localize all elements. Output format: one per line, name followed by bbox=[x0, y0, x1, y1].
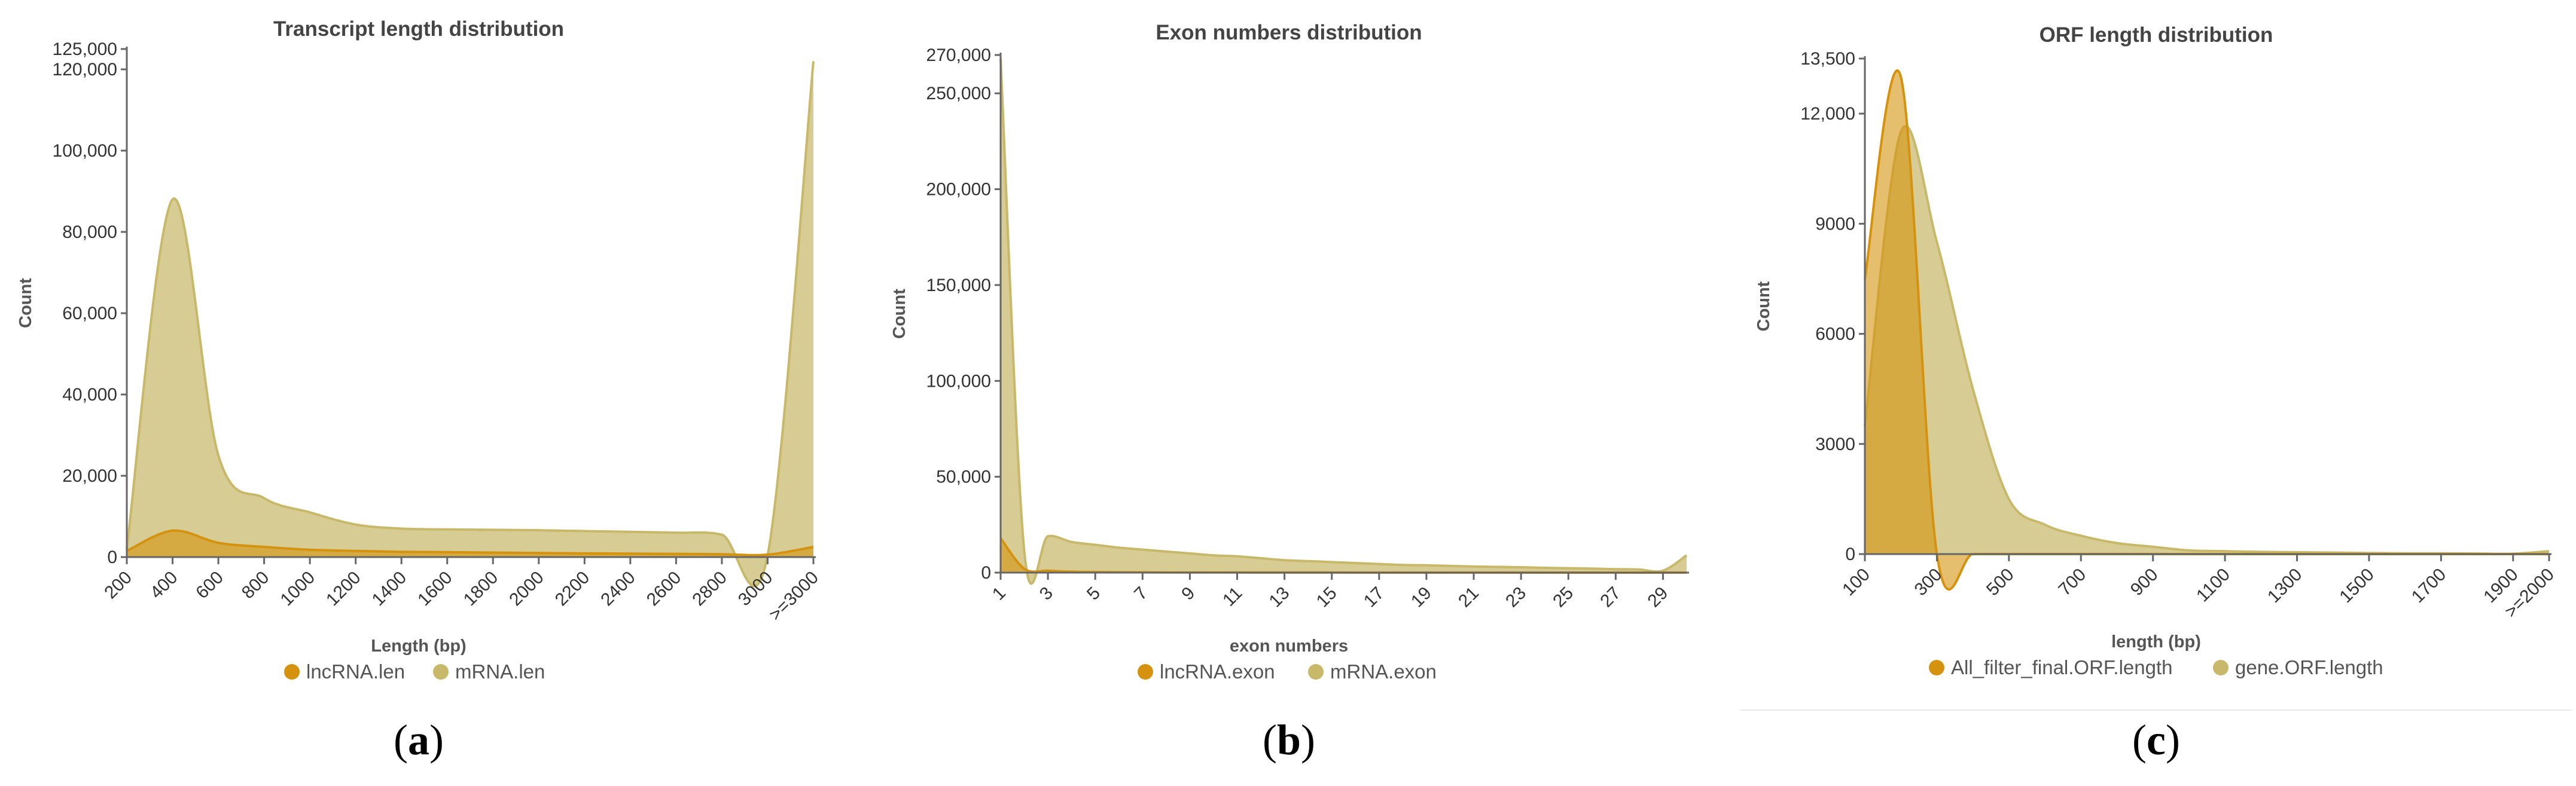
x-axis-label: exon numbers bbox=[1230, 637, 1348, 656]
chart-title: ORF length distribution bbox=[2040, 23, 2273, 47]
legend-label: mRNA.exon bbox=[1330, 660, 1437, 683]
y-tick-label: 270,000 bbox=[926, 45, 991, 65]
y-axis-label: Count bbox=[16, 278, 35, 328]
x-tick-label: 1600 bbox=[414, 568, 456, 610]
x-tick-label: 1000 bbox=[277, 568, 319, 610]
y-tick-label: 200,000 bbox=[926, 180, 991, 200]
y-tick-label: 13,500 bbox=[1800, 49, 1855, 69]
y-tick-label: 60,000 bbox=[62, 304, 117, 323]
y-tick-label: 0 bbox=[981, 563, 991, 583]
x-tick-label: 5 bbox=[1083, 583, 1104, 604]
legend-swatch bbox=[433, 664, 449, 680]
y-axis-label: Count bbox=[890, 289, 909, 339]
x-tick-label: 17 bbox=[1360, 583, 1388, 611]
series-line-1 bbox=[999, 59, 1688, 585]
y-tick-label: 100,000 bbox=[53, 141, 117, 161]
x-tick-label: 23 bbox=[1502, 583, 1530, 611]
legend-label: mRNA.len bbox=[455, 660, 545, 683]
legend-swatch bbox=[1308, 664, 1324, 680]
y-tick-label: 0 bbox=[107, 548, 117, 567]
x-tick-label: 3 bbox=[1036, 583, 1057, 604]
x-tick-label: 200 bbox=[100, 568, 136, 603]
y-tick-label: 80,000 bbox=[62, 222, 117, 242]
y-tick-label: 40,000 bbox=[62, 385, 117, 405]
series-line-0 bbox=[126, 529, 814, 556]
x-tick-label: 1300 bbox=[2264, 565, 2306, 607]
legend-swatch bbox=[284, 664, 300, 680]
legend-label: lncRNA.len bbox=[306, 660, 405, 683]
x-axis-label: Length (bp) bbox=[371, 637, 466, 656]
panel-letter: (b) bbox=[1263, 716, 1315, 764]
x-tick-label: 1700 bbox=[2408, 565, 2450, 607]
x-tick-label: 2000 bbox=[505, 568, 548, 610]
x-tick-label: 100 bbox=[1839, 565, 1874, 600]
y-tick-label: 150,000 bbox=[926, 276, 991, 295]
x-tick-label: >=3000 bbox=[766, 568, 822, 625]
x-tick-label: 3000 bbox=[734, 568, 777, 610]
y-tick-label: 250,000 bbox=[926, 84, 991, 103]
x-tick-label: 2400 bbox=[597, 568, 639, 610]
legend-label: All_filter_final.ORF.length bbox=[1951, 656, 2173, 678]
chart-title: Exon numbers distribution bbox=[1156, 21, 1422, 44]
legend-swatch bbox=[1138, 664, 1153, 680]
legend-swatch bbox=[2213, 660, 2229, 675]
series-line-1 bbox=[126, 61, 815, 588]
legend-label: lncRNA.exon bbox=[1160, 660, 1275, 683]
x-tick-label: 700 bbox=[2054, 565, 2090, 600]
x-tick-label: 29 bbox=[1644, 583, 1672, 611]
y-tick-label: 125,000 bbox=[53, 39, 117, 59]
x-tick-label: 21 bbox=[1455, 583, 1483, 611]
x-tick-label: 13 bbox=[1266, 583, 1294, 611]
y-tick-label: 100,000 bbox=[926, 371, 991, 391]
series-area-1 bbox=[1001, 59, 1687, 584]
x-tick-label: 1500 bbox=[2336, 565, 2378, 607]
x-tick-label: 27 bbox=[1596, 583, 1624, 611]
x-tick-label: 19 bbox=[1407, 583, 1435, 611]
x-tick-label: 7 bbox=[1130, 583, 1151, 604]
series-area-0 bbox=[127, 530, 813, 557]
y-tick-label: 3000 bbox=[1815, 435, 1855, 454]
panel-letter: (c) bbox=[2132, 716, 2180, 764]
x-tick-label: 600 bbox=[192, 568, 227, 603]
x-tick-label: 15 bbox=[1313, 583, 1341, 611]
x-tick-label: 1 bbox=[989, 583, 1010, 604]
x-tick-label: 9 bbox=[1178, 583, 1199, 604]
y-axis-label: Count bbox=[1754, 281, 1773, 331]
series-area-1 bbox=[127, 61, 813, 586]
legend-swatch bbox=[1929, 660, 1944, 675]
x-tick-label: 1100 bbox=[2193, 565, 2234, 606]
x-tick-label: 1800 bbox=[460, 568, 502, 610]
x-tick-label: 2600 bbox=[643, 568, 685, 610]
y-tick-label: 20,000 bbox=[62, 466, 117, 486]
x-tick-label: 800 bbox=[238, 568, 273, 603]
y-tick-label: 6000 bbox=[1815, 325, 1855, 344]
panel-letter-text: c bbox=[2147, 716, 2166, 764]
series-area-0 bbox=[1865, 70, 2549, 590]
x-tick-label: 900 bbox=[2127, 565, 2162, 600]
series-area-1 bbox=[1865, 126, 2549, 555]
panel-letter-text: b bbox=[1277, 716, 1301, 764]
chart-title: Transcript length distribution bbox=[273, 17, 564, 41]
x-tick-label: 400 bbox=[147, 568, 182, 603]
x-axis-label: length (bp) bbox=[2111, 632, 2201, 652]
panel-letter-text: a bbox=[408, 716, 429, 764]
x-tick-label: 2200 bbox=[551, 568, 594, 610]
x-tick-label: 1400 bbox=[368, 568, 411, 610]
x-tick-label: 500 bbox=[1983, 565, 2018, 600]
y-tick-label: 50,000 bbox=[936, 467, 991, 487]
x-tick-label: 11 bbox=[1219, 583, 1246, 610]
panel-letter: (a) bbox=[394, 716, 444, 764]
x-tick-label: 1200 bbox=[322, 568, 365, 610]
legend-label: gene.ORF.length bbox=[2235, 656, 2383, 678]
y-tick-label: 12,000 bbox=[1800, 104, 1855, 124]
x-tick-label: 2800 bbox=[688, 568, 731, 610]
y-tick-label: 120,000 bbox=[53, 60, 117, 79]
y-tick-label: 9000 bbox=[1815, 214, 1855, 234]
x-tick-label: 25 bbox=[1549, 583, 1577, 611]
y-tick-label: 0 bbox=[1845, 545, 1855, 564]
